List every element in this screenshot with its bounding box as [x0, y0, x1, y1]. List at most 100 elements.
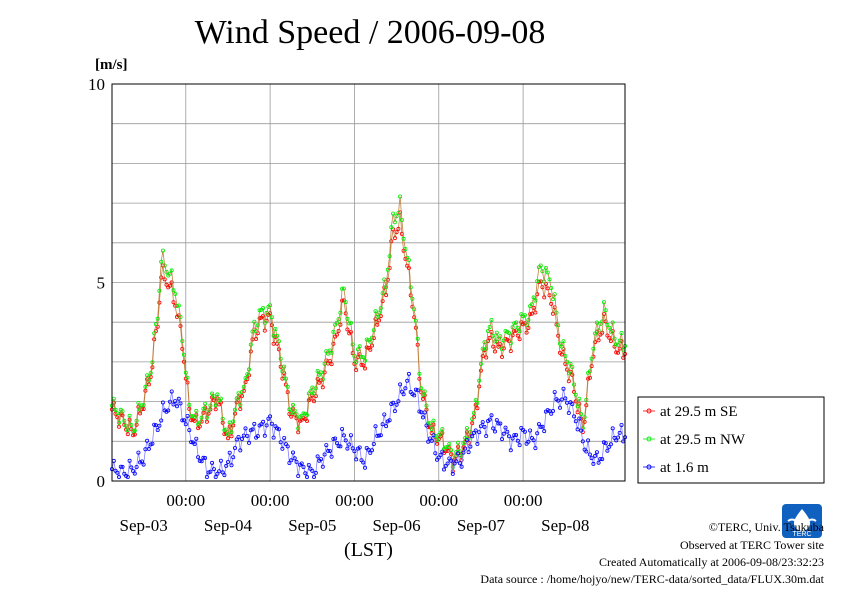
data-point	[315, 376, 320, 381]
data-point	[492, 339, 497, 344]
data-point	[427, 421, 432, 426]
data-point	[348, 320, 353, 325]
data-point	[482, 424, 487, 429]
data-point	[361, 460, 366, 465]
y-tick-label: 10	[88, 75, 105, 94]
data-point	[148, 370, 153, 375]
data-point	[245, 372, 250, 377]
data-point	[375, 433, 380, 438]
data-point	[225, 459, 230, 464]
data-point	[582, 415, 587, 420]
data-point	[194, 436, 199, 441]
data-point	[311, 391, 316, 396]
data-point	[424, 423, 429, 428]
data-point	[290, 402, 295, 407]
data-point	[478, 424, 483, 429]
footer-created: Created Automatically at 2006-09-08/23:3…	[599, 555, 824, 569]
data-point	[471, 410, 476, 415]
data-point	[146, 446, 151, 451]
data-point	[355, 347, 360, 352]
data-point	[167, 271, 172, 276]
data-point	[385, 267, 390, 272]
data-point	[505, 429, 510, 434]
data-point	[234, 396, 239, 401]
data-point	[303, 471, 308, 476]
data-point	[354, 457, 359, 462]
data-point	[326, 448, 331, 453]
data-point	[570, 372, 575, 377]
data-point	[498, 421, 503, 426]
data-point	[250, 427, 255, 432]
data-point	[371, 328, 376, 333]
data-point	[261, 313, 266, 318]
data-point	[582, 419, 587, 424]
x-tick-date-label: Sep-05	[288, 516, 336, 535]
data-point	[252, 421, 257, 426]
data-point	[464, 437, 469, 442]
data-point	[464, 426, 469, 431]
data-point	[236, 391, 241, 396]
data-point	[422, 389, 427, 394]
data-point	[485, 338, 490, 343]
data-point	[334, 441, 339, 446]
data-point	[477, 378, 482, 383]
data-point	[378, 306, 383, 311]
data-point	[361, 355, 366, 360]
data-point	[222, 428, 227, 433]
data-point	[138, 411, 143, 416]
data-point	[577, 416, 582, 421]
data-point	[605, 448, 610, 453]
data-point	[408, 293, 413, 298]
data-point	[382, 412, 387, 417]
data-point	[380, 422, 385, 427]
data-point	[324, 443, 329, 448]
data-point	[208, 469, 213, 474]
data-point	[115, 411, 120, 416]
series-nw	[110, 194, 628, 470]
data-point	[329, 350, 334, 355]
data-point	[273, 326, 278, 331]
data-point	[450, 471, 455, 476]
data-point	[239, 436, 244, 441]
data-point	[461, 441, 466, 446]
legend-box	[637, 396, 825, 484]
data-point	[204, 474, 209, 479]
data-point	[382, 285, 387, 290]
data-point	[392, 236, 397, 241]
data-point	[148, 374, 153, 379]
data-point	[171, 300, 176, 305]
data-point	[396, 210, 401, 215]
plot-frame	[111, 83, 626, 482]
data-point	[559, 344, 564, 349]
data-point	[345, 446, 350, 451]
data-point	[229, 463, 234, 468]
data-point	[287, 460, 292, 465]
data-point	[449, 458, 454, 463]
data-point	[348, 329, 353, 334]
data-point	[434, 441, 439, 446]
data-point	[336, 444, 341, 449]
data-point	[608, 329, 613, 334]
data-point	[540, 424, 545, 429]
data-point	[533, 298, 538, 303]
data-point	[461, 450, 466, 455]
data-point	[289, 414, 294, 419]
data-point	[508, 341, 513, 346]
data-point	[138, 407, 143, 412]
data-point	[619, 330, 624, 335]
data-point	[535, 279, 540, 284]
data-point	[319, 457, 324, 462]
data-point	[605, 322, 610, 327]
data-point	[549, 285, 554, 290]
data-point	[443, 445, 448, 450]
data-point	[536, 422, 541, 427]
data-point	[254, 336, 259, 341]
data-point	[492, 349, 497, 354]
data-point	[589, 456, 594, 461]
data-point	[558, 341, 563, 346]
data-point	[262, 328, 267, 333]
data-point	[494, 418, 499, 423]
data-point	[252, 319, 257, 324]
data-point	[498, 342, 503, 347]
data-point	[396, 399, 401, 404]
